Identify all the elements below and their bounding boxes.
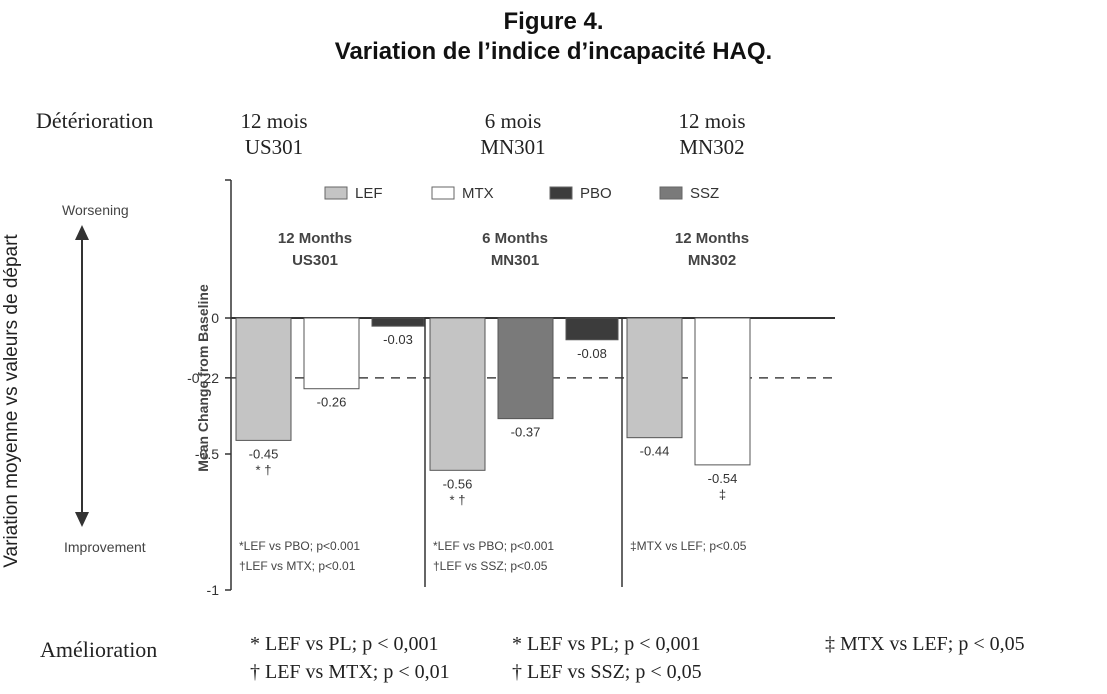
bar-pbo	[371, 317, 425, 327]
study-code: MN302	[679, 135, 745, 159]
y-tick-label: -0.22	[187, 370, 219, 386]
group-header-line2: US301	[292, 252, 338, 269]
arrow-up-head	[75, 225, 89, 240]
worsening-label: Worsening	[62, 202, 129, 218]
study-period: 12 mois	[678, 109, 746, 133]
legend-swatch-ssz	[659, 186, 683, 200]
improvement-label: Amélioration	[40, 637, 158, 662]
footnote-line: † LEF vs MTX; p < 0,01	[250, 661, 450, 683]
footnote-line: ‡ MTX vs LEF; p < 0,05	[825, 633, 1025, 655]
figure-title: Variation de l’indice d’incapacité HAQ.	[334, 38, 773, 65]
legend-label-pbo: PBO	[580, 185, 612, 202]
group-header-line2: MN302	[688, 252, 736, 269]
legend-swatch-mtx	[431, 186, 455, 200]
study-header-mn301: 6 mois MN301	[433, 108, 593, 160]
bar-significance-mark: ‡	[719, 487, 726, 502]
legend-label-ssz: SSZ	[690, 185, 719, 202]
footnote-line: † LEF vs SSZ; p < 0,05	[512, 661, 702, 683]
inner-y-axis-title: Mean Change from Baseline	[195, 284, 211, 472]
group-header-line1: 12 Months	[278, 230, 352, 247]
bar-pbo	[565, 317, 619, 341]
bar-value-label: -0.54	[708, 471, 738, 486]
bar-lef	[235, 317, 292, 441]
study-period: 6 mois	[484, 109, 542, 133]
footnote-mn302: ‡ MTX vs LEF; p < 0,05	[825, 630, 1025, 658]
bar-value-label: -0.03	[383, 332, 413, 347]
footnote-us301: * LEF vs PL; p < 0,001 † LEF vs MTX; p <…	[250, 630, 450, 686]
bar-value-label: -0.37	[511, 425, 541, 440]
legend-swatch-pbo	[549, 186, 573, 200]
improvement-label-inner: Improvement	[64, 539, 146, 555]
footnote-line: * LEF vs PL; p < 0,001	[512, 633, 701, 655]
group-note: *LEF vs PBO; p<0.001	[239, 539, 360, 553]
study-code: US301	[244, 135, 304, 159]
study-header-mn302: 12 mois MN302	[632, 108, 792, 160]
bar-mtx	[694, 317, 751, 466]
bar-mtx	[303, 317, 360, 390]
bar-lef	[429, 317, 486, 471]
bar-value-label: -0.45	[249, 446, 279, 461]
bar-value-label: -0.44	[640, 444, 670, 459]
footnote-line: * LEF vs PL; p < 0,001	[250, 633, 439, 655]
legend-label-lef: LEF	[355, 185, 383, 202]
legend-swatch-lef	[324, 186, 348, 200]
group-note: †LEF vs SSZ; p<0.05	[433, 559, 548, 573]
figure-number: Figure 4.	[503, 8, 604, 35]
group-note: *LEF vs PBO; p<0.001	[433, 539, 554, 553]
bar-value-label: -0.26	[317, 395, 347, 410]
bar-ssz	[497, 317, 554, 420]
bar-value-label: -0.56	[443, 476, 473, 491]
study-header-us301: 12 mois US301	[194, 108, 354, 160]
bar-significance-mark: * †	[450, 492, 466, 507]
y-tick-label: -0.5	[195, 446, 219, 462]
study-code: MN301	[480, 135, 546, 159]
arrow-down-head	[75, 512, 89, 527]
group-header-line1: 12 Months	[675, 230, 749, 247]
legend-label-mtx: MTX	[462, 185, 494, 202]
bar-lef	[626, 317, 683, 439]
y-tick-label: 0	[211, 310, 219, 326]
deterioration-label: Détérioration	[36, 108, 154, 133]
bar-value-label: -0.08	[577, 346, 607, 361]
footnote-mn301: * LEF vs PL; p < 0,001 † LEF vs SSZ; p <…	[512, 630, 702, 686]
study-period: 12 mois	[240, 109, 308, 133]
group-note: ‡MTX vs LEF; p<0.05	[630, 539, 747, 553]
y-tick-label: -1	[207, 582, 220, 598]
bar-significance-mark: * †	[256, 462, 272, 477]
group-header-line1: 6 Months	[482, 230, 548, 247]
group-header-line2: MN301	[491, 252, 539, 269]
group-note: †LEF vs MTX; p<0.01	[239, 559, 356, 573]
